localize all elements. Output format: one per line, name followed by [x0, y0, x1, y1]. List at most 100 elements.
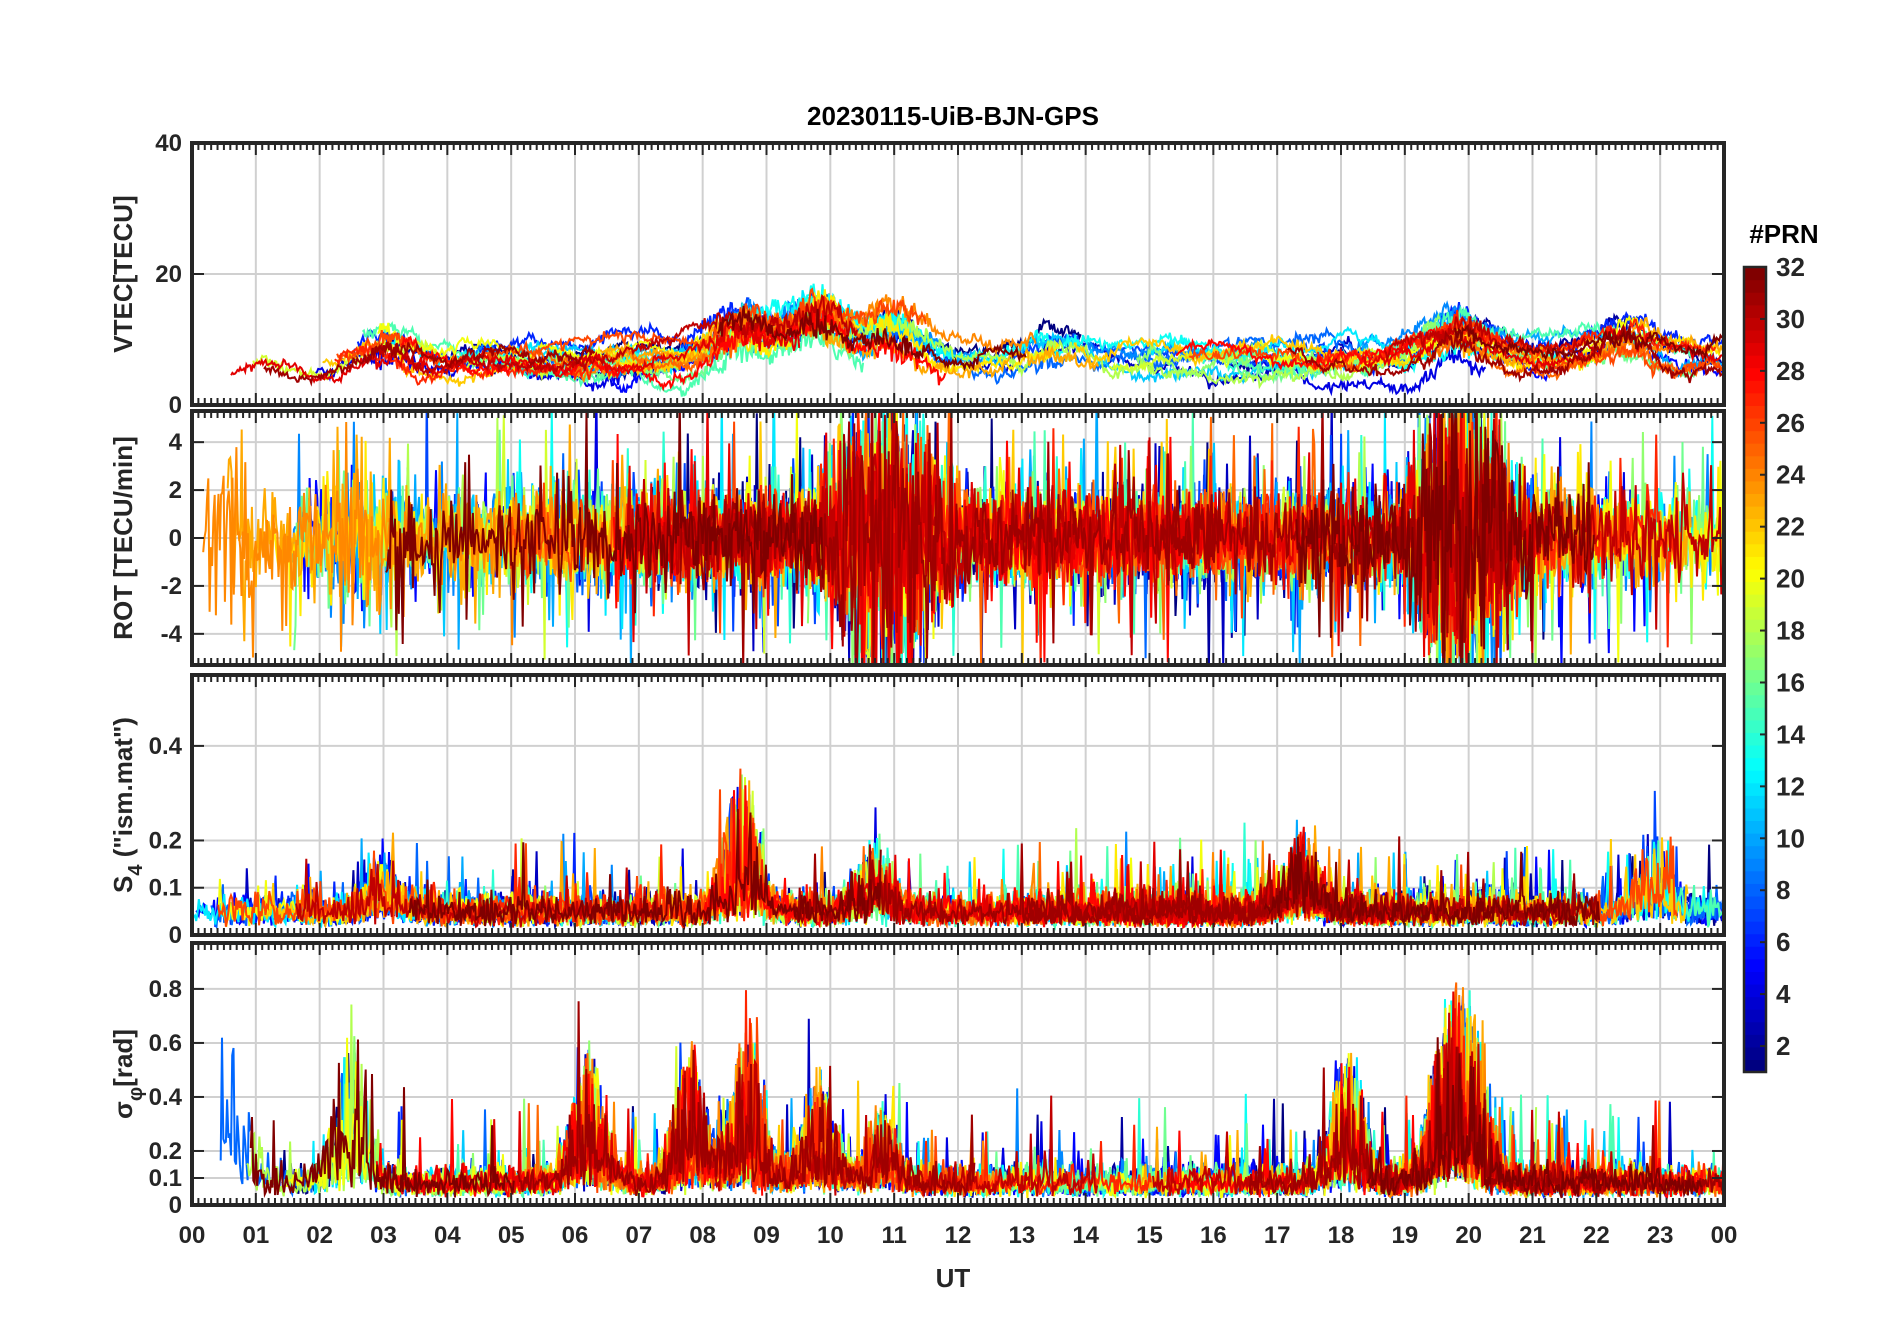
x-tick-label: 09	[753, 1222, 780, 1249]
y-axis-label-sigma_phi: σφ[rad]	[108, 1029, 147, 1119]
chart-title: 20230115-UiB-BJN-GPS	[807, 101, 1099, 131]
colorbar-segment	[1744, 468, 1766, 482]
minor-ticks	[191, 943, 1725, 1206]
colorbar-segment	[1744, 267, 1766, 281]
colorbar-segment	[1744, 329, 1766, 344]
y-tick-label: 0	[169, 922, 182, 949]
colorbar-segment	[1744, 1034, 1766, 1048]
series-prn-24	[1436, 324, 1676, 367]
colorbar-segment	[1744, 820, 1766, 834]
x-tick-label: 17	[1264, 1222, 1291, 1249]
colorbar-segment	[1744, 405, 1766, 419]
x-tick-label: 11	[881, 1222, 906, 1249]
x-axis-label: UT	[936, 1263, 971, 1293]
colorbar-segment	[1744, 669, 1766, 683]
colorbar-segment	[1744, 719, 1766, 733]
colorbar-tick-label: 16	[1776, 667, 1805, 697]
colorbar-segment	[1744, 480, 1766, 495]
y-tick-label: 20	[155, 261, 182, 288]
colorbar-segment	[1744, 833, 1766, 847]
colorbar-tick-label: 26	[1776, 408, 1805, 438]
y-tick-label: -2	[161, 573, 182, 600]
colorbar-frame	[1742, 265, 1768, 1074]
colorbar-segment	[1744, 443, 1766, 457]
colorbar-segment	[1744, 304, 1766, 318]
series-prn-30	[373, 293, 859, 378]
colorbar-segment	[1744, 858, 1766, 872]
y-tick-label: 0.6	[149, 1030, 182, 1057]
x-tick-label: 01	[242, 1222, 269, 1249]
y-tick-label: 0.4	[149, 733, 183, 760]
x-tick-label: 22	[1583, 1222, 1610, 1249]
colorbar-segment	[1744, 342, 1766, 356]
colorbar-segment	[1744, 631, 1766, 645]
series-prn-31	[1286, 323, 1724, 384]
colorbar-tick-label: 32	[1776, 252, 1805, 282]
panel-sigma_phi: 00.10.2 0.4 0.6 0.8σφ[rad]	[108, 941, 1726, 1219]
y-tick-label: 0.8	[149, 976, 182, 1003]
colorbar-segment	[1744, 367, 1766, 381]
colorbar-segment	[1744, 380, 1766, 394]
colorbar-segment	[1744, 971, 1766, 985]
colorbar-segment	[1744, 644, 1766, 658]
x-tick-label: 06	[562, 1222, 589, 1249]
panel-vtec: 0 20 40 VTEC[TECU]	[108, 130, 1726, 419]
x-tick-label: 00	[1711, 1222, 1738, 1249]
colorbar-segment	[1744, 317, 1766, 331]
colorbar-segment	[1744, 1059, 1766, 1073]
series-prn-31	[263, 341, 596, 387]
colorbar-segment	[1744, 531, 1766, 545]
x-tick-label: 10	[817, 1222, 844, 1249]
colorbar-tick-label: 28	[1776, 356, 1805, 386]
colorbar-tick-label: 4	[1776, 979, 1791, 1009]
y-tick-label: 0.2	[149, 827, 182, 854]
colorbar-segment	[1744, 682, 1766, 696]
series-prn-30	[1429, 418, 1724, 665]
colorbar-segment	[1744, 1021, 1766, 1035]
panel-s4: 0 0.1 0.2 0.4S4 ("ism.mat")	[108, 673, 1726, 949]
x-tick-label: 00	[179, 1222, 206, 1249]
series-prn-25	[1427, 326, 1724, 382]
series-group	[192, 768, 1724, 931]
x-tick-label: 21	[1519, 1222, 1546, 1249]
x-axis: 00 01 02 03 04 05 06 07 08 09 10 11 12 13 14 15 16 17 18 19…	[179, 1222, 1738, 1249]
colorbar-segment	[1744, 430, 1766, 444]
series-prn-32	[1366, 1037, 1703, 1199]
x-tick-label: 18	[1328, 1222, 1355, 1249]
x-tick-label: 07	[625, 1222, 652, 1249]
colorbar-segment	[1744, 581, 1766, 595]
series-prn-31	[792, 843, 1285, 927]
colorbar-segment	[1744, 392, 1766, 406]
colorbar-segment	[1744, 568, 1766, 583]
series-prn-31	[516, 1001, 976, 1198]
x-tick-label: 04	[434, 1222, 461, 1249]
colorbar-segment	[1744, 455, 1766, 469]
x-tick-label: 20	[1455, 1222, 1482, 1249]
y-tick-label: 40	[155, 130, 182, 157]
colorbar-tick-label: 30	[1776, 304, 1805, 334]
colorbar-segment	[1744, 921, 1766, 935]
colorbar-tick-label: 6	[1776, 927, 1790, 957]
colorbar-segment	[1744, 292, 1766, 306]
colorbar-segment	[1744, 895, 1766, 910]
colorbar-tick-label: 8	[1776, 875, 1790, 905]
y-tick-label: 0	[169, 392, 182, 419]
series-prn-32	[249, 1039, 515, 1199]
series-prn-31	[679, 411, 1222, 665]
x-tick-label: 12	[945, 1222, 972, 1249]
colorbar-segment	[1744, 707, 1766, 721]
colorbar-segment	[1744, 983, 1766, 998]
colorbar-tick-label: 24	[1776, 460, 1805, 490]
colorbar-segment	[1744, 770, 1766, 784]
colorbar-tick-label: 18	[1776, 616, 1805, 646]
colorbar-segment	[1744, 795, 1766, 809]
colorbar-segment	[1744, 279, 1766, 293]
series-prn-30	[1383, 315, 1597, 363]
minor-ticks	[191, 411, 1725, 665]
x-tick-label: 16	[1200, 1222, 1227, 1249]
y-axis-label-rot: ROT [TECU/min]	[108, 436, 138, 640]
series-prn-32	[408, 808, 882, 930]
x-tick-label: 08	[689, 1222, 716, 1249]
